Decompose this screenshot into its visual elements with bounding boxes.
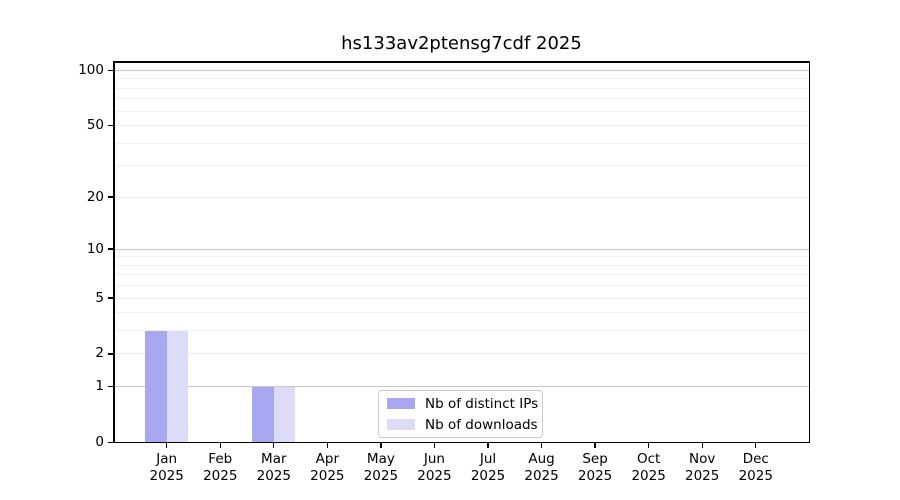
gridline-major bbox=[115, 297, 809, 299]
x-tick-mark bbox=[380, 443, 382, 448]
y-tick-mark bbox=[108, 196, 113, 198]
bar-distinct-ips bbox=[145, 330, 167, 443]
gridline-minor bbox=[115, 87, 809, 89]
x-tick-mark bbox=[326, 443, 329, 448]
x-tick-label: Sep 2025 bbox=[577, 451, 613, 484]
x-tick-mark bbox=[487, 443, 489, 448]
y-tick-label: 10 bbox=[86, 240, 104, 257]
bottom-spine bbox=[113, 441, 810, 443]
legend-label-distinct-ips: Nb of distinct IPs bbox=[425, 395, 539, 412]
gridline-minor bbox=[115, 312, 809, 314]
x-tick-label: Jul 2025 bbox=[470, 451, 506, 484]
x-tick-mark bbox=[701, 443, 703, 448]
gridline-minor bbox=[115, 264, 809, 266]
gridline-minor bbox=[115, 274, 809, 276]
gridline-minor bbox=[115, 142, 809, 144]
y-tick-label: 2 bbox=[95, 345, 104, 362]
y-tick-mark bbox=[108, 124, 113, 127]
y-tick-label: 5 bbox=[95, 289, 104, 306]
top-spine bbox=[113, 61, 810, 63]
gridline-major bbox=[115, 196, 809, 198]
y-tick-mark bbox=[108, 385, 113, 388]
y-tick-label: 50 bbox=[86, 117, 104, 134]
legend-swatch-downloads bbox=[387, 419, 415, 430]
x-tick-label: Jan 2025 bbox=[149, 451, 184, 484]
x-tick-mark bbox=[755, 443, 757, 448]
y-tick-label: 0 bbox=[95, 434, 104, 450]
plot-area bbox=[113, 61, 810, 443]
x-tick-label: Aug 2025 bbox=[524, 451, 559, 484]
left-spine bbox=[113, 61, 115, 443]
x-tick-mark bbox=[433, 443, 436, 448]
gridline-minor bbox=[115, 78, 809, 80]
x-tick-mark bbox=[647, 443, 650, 448]
y-tick-mark bbox=[108, 297, 113, 299]
gridline-major bbox=[115, 353, 809, 355]
gridline-minor bbox=[115, 165, 809, 167]
bar-downloads bbox=[166, 330, 189, 443]
bar-downloads bbox=[273, 386, 296, 443]
gridline-minor bbox=[115, 62, 809, 64]
gridline-major bbox=[115, 386, 809, 388]
gridline-minor bbox=[115, 98, 809, 100]
x-tick-mark bbox=[273, 443, 275, 448]
gridline-major bbox=[115, 69, 809, 71]
y-tick-mark bbox=[108, 441, 113, 444]
gridline-major bbox=[115, 248, 809, 250]
legend-item-distinct-ips: Nb of distinct IPs bbox=[379, 395, 542, 413]
y-tick-mark bbox=[108, 353, 113, 355]
right-spine bbox=[808, 61, 810, 443]
legend-item-downloads: Nb of downloads bbox=[379, 416, 542, 434]
gridline-minor bbox=[115, 330, 809, 332]
y-tick-label: 100 bbox=[78, 61, 104, 78]
gridline-major bbox=[115, 125, 809, 127]
x-tick-label: Apr 2025 bbox=[310, 451, 345, 484]
y-tick-mark bbox=[108, 248, 113, 250]
x-tick-mark bbox=[594, 443, 596, 448]
x-tick-label: Nov 2025 bbox=[685, 451, 720, 484]
legend-swatch-distinct-ips bbox=[387, 398, 415, 409]
x-tick-label: Oct 2025 bbox=[631, 451, 666, 484]
x-tick-label: Jun 2025 bbox=[417, 451, 452, 484]
x-tick-mark bbox=[219, 443, 221, 448]
gridline-minor bbox=[115, 110, 809, 112]
y-tick-mark bbox=[108, 69, 113, 72]
gridline-minor bbox=[115, 256, 809, 258]
x-tick-mark bbox=[166, 443, 168, 448]
gridline-minor bbox=[115, 285, 809, 287]
x-tick-label: Feb 2025 bbox=[203, 451, 238, 484]
x-tick-label: Mar 2025 bbox=[256, 451, 291, 484]
bar-distinct-ips bbox=[252, 386, 274, 443]
y-tick-label: 1 bbox=[95, 378, 104, 395]
x-tick-label: Dec 2025 bbox=[738, 451, 773, 484]
legend: Nb of distinct IPs Nb of downloads bbox=[378, 390, 543, 438]
chart-title: hs133av2ptensg7cdf 2025 bbox=[341, 33, 582, 54]
legend-label-downloads: Nb of downloads bbox=[425, 416, 538, 433]
x-tick-label: May 2025 bbox=[363, 451, 399, 484]
y-tick-label: 20 bbox=[86, 188, 104, 205]
x-tick-mark bbox=[540, 443, 543, 448]
